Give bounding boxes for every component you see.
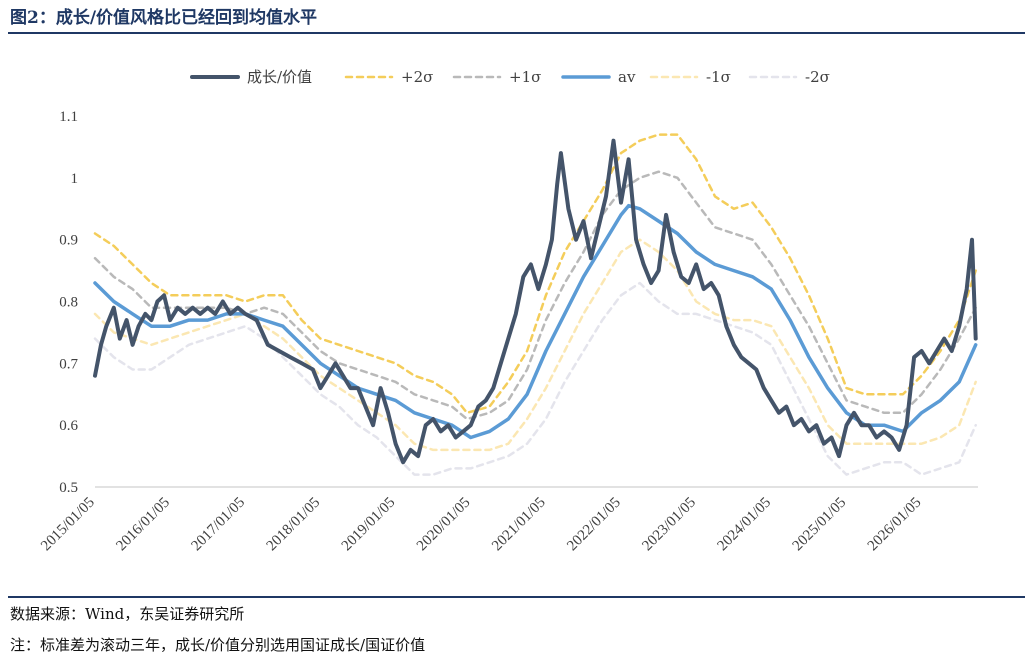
x-tick-label: 2018/01/05 (264, 495, 324, 555)
y-tick-label: 0.9 (59, 233, 78, 249)
legend-label-plus2sigma: +2σ (401, 68, 433, 86)
x-tick-label: 2024/01/05 (715, 495, 775, 555)
series-line--2sigma (93, 281, 977, 476)
x-tick-label: 2021/01/05 (489, 495, 549, 555)
y-tick-label: 0.8 (59, 295, 78, 311)
series-line-xx-xx (93, 138, 978, 465)
x-tick-label: 2023/01/05 (639, 495, 699, 555)
legend-label--2sigma: -2σ (805, 68, 830, 86)
x-tick-label: 2026/01/05 (865, 495, 925, 555)
y-tick-label: 0.7 (59, 356, 78, 372)
x-tick-label: 2017/01/05 (188, 495, 248, 555)
x-tick-label: 2022/01/05 (564, 495, 624, 555)
y-tick-label: 0.6 (59, 418, 78, 434)
chart-legend: 成长/价值 +2σ +1σ av -1σ -2σ (190, 68, 830, 86)
x-tick-label: 2019/01/05 (339, 495, 399, 555)
series-line-av (93, 203, 978, 440)
x-axis: 2015/01/05 2016/01/05 2017/01/05 2018/01/05… (38, 486, 978, 555)
footer-rule (8, 596, 1025, 598)
y-tick-label: 1.1 (59, 109, 78, 125)
legend-label--1sigma: -1σ (706, 68, 731, 86)
title-rule (8, 32, 1025, 34)
x-tick-label: 2016/01/05 (113, 495, 173, 555)
series-line--1sigma (93, 238, 977, 452)
legend-label-plus1sigma: +1σ (509, 68, 541, 86)
series-line-plus2sigma (93, 133, 977, 415)
line-chart: 成长/价值 +2σ +1σ av -1σ -2σ 0.50.60.70.80.911.1 … (38, 68, 978, 555)
x-tick-label: 2025/01/05 (790, 495, 850, 555)
x-tick-label: 2020/01/05 (414, 495, 474, 555)
x-tick-label: 2015/01/05 (38, 495, 98, 555)
legend-label-av: av (618, 68, 636, 86)
series-layer (93, 133, 978, 476)
y-tick-label: 1 (71, 171, 79, 187)
source-note: 数据来源：Wind，东吴证券研究所 (10, 605, 245, 623)
footnote: 注：标准差为滚动三年，成长/价值分别选用国证成长/国证价值 (10, 636, 426, 654)
y-tick-label: 0.5 (59, 480, 78, 496)
figure-title: 图2：成长/价值风格比已经回到均值水平 (10, 8, 318, 28)
legend-label-xx-xx: 成长/价值 (247, 68, 312, 86)
y-axis: 0.5 0.6 0.7 0.8 0.9 1 1.1 (59, 109, 78, 496)
